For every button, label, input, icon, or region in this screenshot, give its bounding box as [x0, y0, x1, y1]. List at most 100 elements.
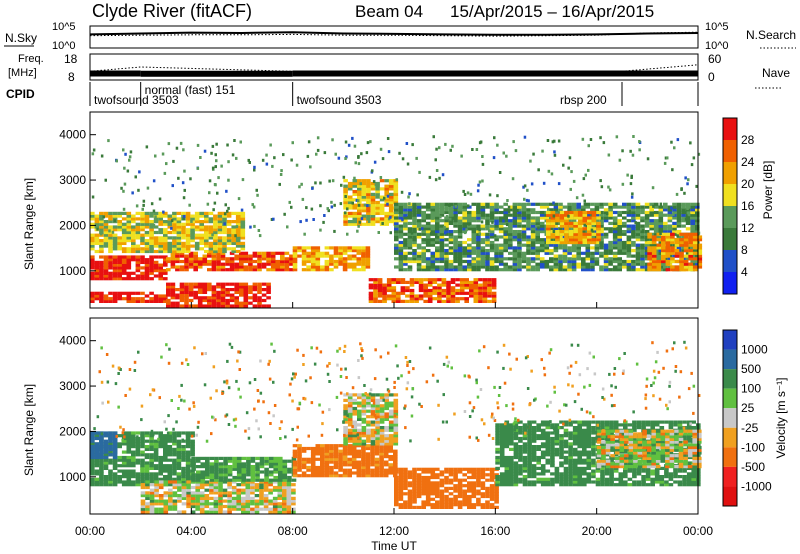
- heat-cell: [530, 259, 536, 264]
- heat-cell: [388, 179, 394, 183]
- heat-cell-sparse: [492, 156, 496, 160]
- heat-cell: [383, 474, 389, 478]
- heat-cell: [430, 205, 436, 209]
- heat-cell: [498, 262, 504, 266]
- heat-cell: [617, 227, 622, 231]
- heat-cell: [188, 288, 194, 292]
- heat-cell: [582, 219, 588, 223]
- date-range: 15/Apr/2015 – 16/Apr/2015: [450, 2, 654, 21]
- heat-cell: [310, 474, 316, 478]
- heat-cell: [425, 243, 431, 247]
- heat-cell-sparse: [481, 155, 484, 158]
- heat-cell: [695, 213, 700, 217]
- heat-cell: [365, 257, 371, 261]
- heat-cell: [361, 463, 366, 467]
- heat-cell: [195, 483, 200, 487]
- heat-cell: [181, 469, 186, 473]
- heat-cell: [412, 473, 417, 477]
- heat-cell: [384, 192, 389, 196]
- heat-cell: [231, 480, 237, 484]
- heat-cell: [656, 238, 662, 242]
- heat-cell: [191, 475, 196, 480]
- heat-cell-sparse: [131, 191, 134, 195]
- heat-cell: [425, 202, 431, 206]
- heat-cell: [117, 294, 122, 298]
- heat-cell: [135, 439, 141, 443]
- heat-cell: [103, 458, 109, 462]
- heat-cell: [453, 254, 458, 258]
- heat-cell: [263, 499, 269, 503]
- heat-cell-sparse: [530, 182, 534, 186]
- heat-cell: [361, 442, 367, 446]
- heat-cell: [455, 291, 460, 295]
- heat-cell: [135, 291, 141, 295]
- heat-cell: [243, 259, 249, 264]
- heat-cell: [647, 240, 652, 245]
- heat-cell: [205, 470, 210, 474]
- heat-cell: [158, 297, 163, 301]
- heat-cell: [199, 247, 204, 251]
- heat-cell: [149, 491, 155, 495]
- heat-cell: [167, 434, 173, 438]
- heat-cell: [568, 238, 574, 242]
- heat-cell: [145, 510, 150, 514]
- heat-cell: [347, 417, 353, 421]
- heat-cell: [99, 211, 104, 215]
- heat-cell: [163, 299, 168, 303]
- heat-cell: [384, 214, 389, 218]
- heat-cell: [640, 251, 645, 255]
- heat-cell: [647, 235, 652, 239]
- heat-cell: [231, 502, 237, 506]
- heat-cell: [94, 447, 100, 451]
- heat-cell: [594, 246, 600, 250]
- heat-cell: [444, 202, 449, 206]
- heat-cell-sparse: [314, 181, 317, 185]
- heat-cell: [329, 449, 334, 453]
- heat-cell: [153, 230, 159, 235]
- heat-cell: [135, 255, 141, 259]
- heat-cell: [158, 220, 163, 224]
- heat-cell: [676, 216, 682, 220]
- heat-cell: [99, 222, 104, 226]
- heat-cell: [126, 228, 132, 232]
- heat-cell: [366, 404, 371, 408]
- heat-cell: [361, 471, 366, 475]
- heat-cell: [384, 393, 389, 397]
- heat-cell: [373, 297, 378, 301]
- heat-cell: [220, 296, 226, 300]
- heat-cell: [539, 259, 545, 264]
- heat-cell: [398, 494, 404, 499]
- heat-cell: [153, 211, 159, 215]
- heat-cell: [131, 455, 136, 460]
- heat-cell: [471, 262, 477, 266]
- heat-cell: [168, 496, 173, 500]
- heat-cell: [351, 460, 357, 464]
- heat-cell: [384, 442, 389, 446]
- heat-cell: [394, 219, 399, 223]
- heat-cell: [608, 202, 613, 206]
- heat-cell-sparse: [146, 186, 150, 190]
- heat-cell: [453, 213, 458, 217]
- heat-cell: [213, 247, 218, 251]
- heat-cell: [315, 262, 321, 266]
- heat-cell: [453, 210, 458, 215]
- heat-cell: [403, 259, 408, 264]
- heat-cell: [103, 434, 109, 438]
- heat-cell: [240, 228, 246, 232]
- heat-cell: [226, 230, 232, 235]
- heat-cell: [407, 227, 413, 231]
- heat-cell: [635, 232, 641, 236]
- heat-cell: [351, 455, 357, 459]
- heat-cell-sparse: [466, 191, 470, 195]
- heat-cell: [400, 291, 406, 295]
- heat-cell: [126, 472, 132, 476]
- heat-cell: [661, 251, 666, 255]
- heat-cell: [126, 271, 132, 275]
- heat-cell: [649, 219, 654, 223]
- heat-cell: [649, 243, 654, 247]
- heat-cell: [222, 247, 227, 251]
- heat-cell: [676, 202, 682, 206]
- heat-cell: [398, 484, 404, 488]
- heat-cell: [356, 474, 362, 478]
- heat-cell: [261, 251, 267, 255]
